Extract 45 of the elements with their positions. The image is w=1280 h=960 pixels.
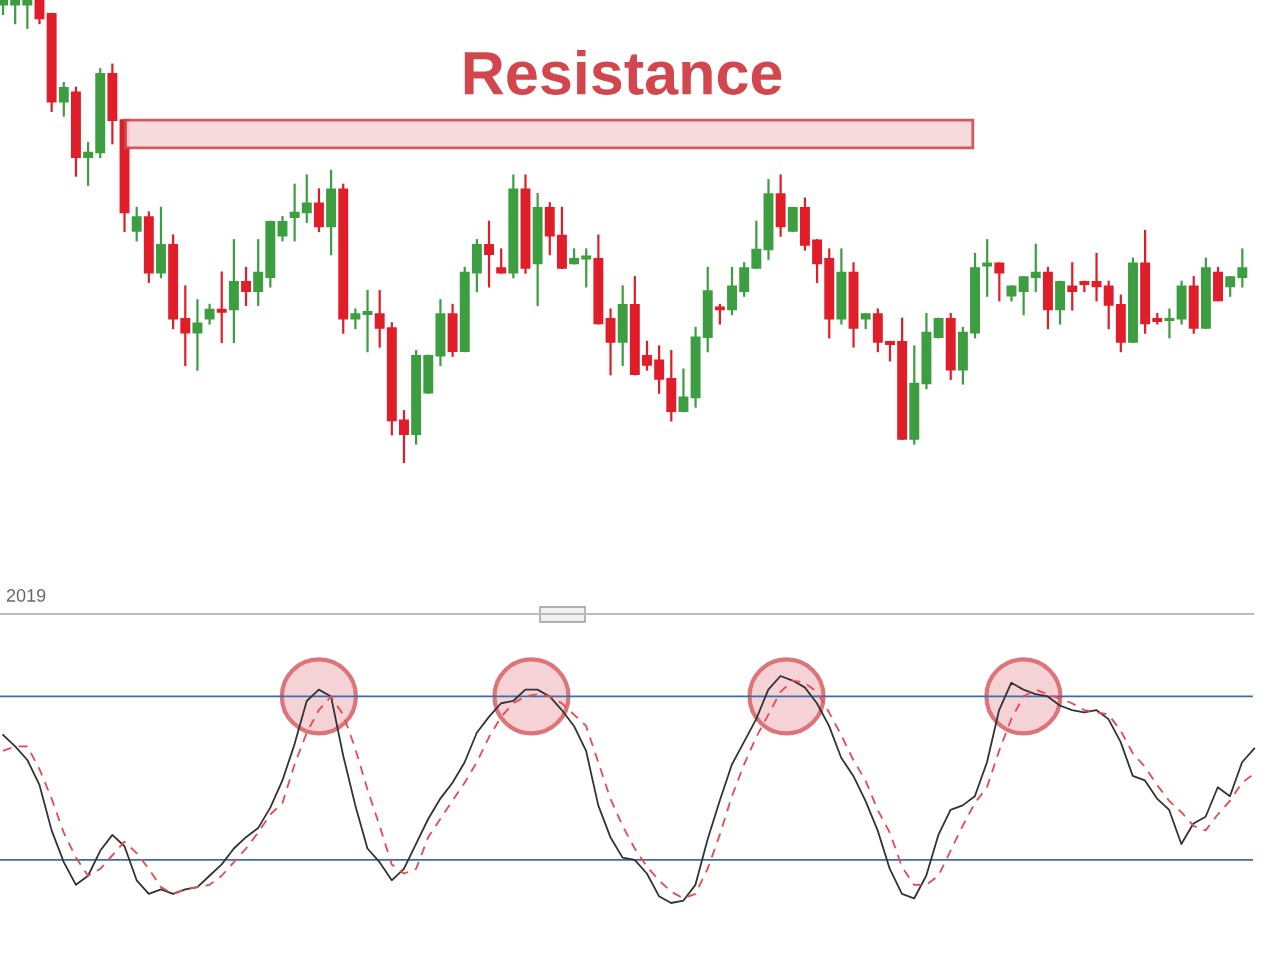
- candlestick: [727, 266, 738, 316]
- candlestick: [496, 248, 507, 274]
- candlestick: [1018, 276, 1029, 316]
- candlestick: [1103, 280, 1114, 330]
- candlestick: [678, 368, 689, 413]
- candlestick: [289, 183, 300, 242]
- candlestick: [751, 220, 762, 270]
- band-label: Resistance: [464, 50, 782, 95]
- text: 2019: [6, 589, 46, 602]
- candlestick: [787, 206, 798, 233]
- candlestick: [58, 82, 69, 117]
- candlestick: [1237, 248, 1248, 288]
- candlestick: [180, 285, 191, 367]
- candlestick: [216, 271, 227, 343]
- candlestick: [1067, 262, 1078, 311]
- candlestick: [1091, 252, 1102, 302]
- candlestick: [313, 188, 324, 233]
- candlestick: [933, 317, 944, 339]
- candlestick: [1164, 308, 1175, 339]
- candlestick: [192, 299, 203, 371]
- candlestick: [605, 308, 616, 376]
- candlestick: [22, 0, 33, 29]
- candlestick: [362, 289, 373, 353]
- candlestick: [642, 340, 652, 371]
- candlestick: [350, 308, 361, 330]
- candlestick: [241, 266, 252, 307]
- candlestick: [83, 142, 94, 186]
- candlestick: [739, 262, 750, 297]
- candlestick: [34, 0, 45, 25]
- candlestick: [654, 345, 665, 394]
- candlestick: [581, 248, 592, 288]
- candlestick: [885, 340, 895, 362]
- candlestick: [253, 239, 264, 307]
- candlestick: [812, 239, 823, 283]
- candlestick: [131, 206, 142, 242]
- candlestick: [204, 303, 215, 325]
- candlestick: [994, 262, 1005, 302]
- candlestick: [10, 0, 21, 25]
- candlestick: [374, 289, 385, 348]
- candlestick: [484, 220, 495, 288]
- candlestick: [301, 174, 312, 223]
- candlestick: [714, 303, 725, 325]
- candlestick: [399, 410, 409, 464]
- candlestick: [1225, 276, 1236, 297]
- candlestick: [1030, 243, 1041, 293]
